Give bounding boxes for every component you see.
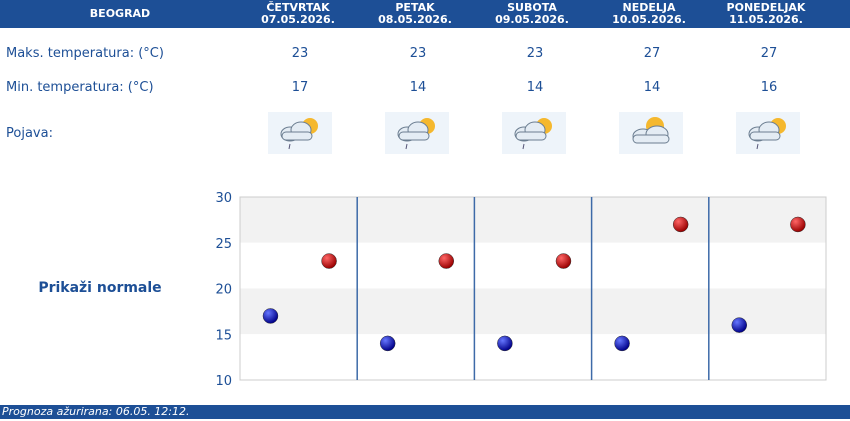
day-header-4: NEDELJA 10.05.2026. [594,2,704,26]
y-tick-label: 15 [215,328,232,343]
forecast-header: BEOGRAD ČETVRTAK 07.05.2026. PETAK 08.05… [0,0,850,28]
forecast-updated-text: Prognoza ažurirana: 06.05. 12:12. [2,405,190,418]
sun-cloud-icon [619,112,683,154]
min-temp-dot [497,335,513,352]
max-temp-label: Maks. temperatura: (°C) [6,46,164,61]
day-date: 08.05.2026. [378,13,452,26]
day-name: NEDELJA [622,1,676,14]
day-header-5: PONEDELJAK 11.05.2026. [711,2,821,26]
day-header-2: PETAK 08.05.2026. [360,2,470,26]
day-date: 11.05.2026. [729,13,803,26]
day-date: 07.05.2026. [261,13,335,26]
min-temp-value: 14 [526,80,544,95]
forecast-updated-footer: Prognoza ažurirana: 06.05. 12:12. [0,405,850,419]
max-temp-dot [555,253,572,269]
chart-band [240,197,826,243]
phenomenon-label: Pojava: [6,126,53,141]
sun-cloud-drizzle-icon [502,112,566,154]
day-date: 09.05.2026. [495,13,569,26]
min-temp-value: 14 [409,80,427,95]
min-temp-value: 14 [643,80,661,95]
sun-cloud-drizzle-icon [736,112,800,154]
chart-band [240,288,826,335]
y-tick-label: 10 [215,374,232,389]
chart-frame [239,196,827,381]
min-temp-value: 17 [291,80,309,95]
chart-band [240,334,826,380]
y-tick-label: 30 [215,191,232,206]
max-temp-value: 27 [760,46,778,61]
day-header-1: ČETVRTAK 07.05.2026. [243,2,353,26]
max-temp-dot [790,216,806,233]
max-temp-value: 23 [409,46,427,61]
day-name: PETAK [395,1,435,14]
show-normals-link[interactable]: Prikaži normale [38,280,162,296]
chart-band [240,242,826,289]
y-tick-label: 20 [215,283,232,298]
y-tick-label: 25 [215,237,232,252]
max-temp-value: 27 [643,46,661,61]
min-temp-label: Min. temperatura: (°C) [6,80,154,95]
min-temp-dot [262,308,279,324]
max-temp-value: 23 [526,46,544,61]
city-name: BEOGRAD [89,7,151,20]
max-temp-value: 23 [291,46,309,61]
sun-cloud-drizzle-icon [385,112,449,154]
min-temp-value: 16 [760,80,778,95]
day-date: 10.05.2026. [612,13,686,26]
day-name: PONEDELJAK [726,1,806,14]
max-temp-dot [321,253,337,269]
min-temp-dot [379,335,396,352]
min-temp-dot [731,317,748,333]
day-name: ČETVRTAK [266,1,330,14]
day-name: SUBOTA [507,1,557,14]
max-temp-dot [672,216,689,233]
day-header-3: SUBOTA 09.05.2026. [477,2,587,26]
min-temp-dot [614,335,630,352]
max-temp-dot [438,253,455,269]
sun-cloud-drizzle-icon [268,112,332,154]
